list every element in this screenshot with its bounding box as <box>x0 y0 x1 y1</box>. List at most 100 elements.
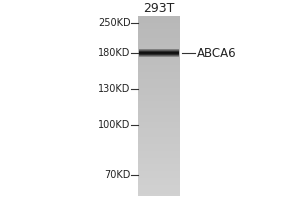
Bar <box>138 99 180 102</box>
Bar <box>138 36 180 39</box>
Bar <box>138 144 180 147</box>
Bar <box>138 119 180 122</box>
Bar <box>138 135 180 138</box>
Bar <box>139 49 179 50</box>
Bar <box>139 55 179 56</box>
Bar <box>138 61 180 64</box>
Bar <box>138 41 180 43</box>
Bar <box>138 70 180 73</box>
Bar <box>138 117 180 120</box>
Bar <box>138 142 180 145</box>
Bar <box>138 25 180 28</box>
Bar <box>138 54 180 57</box>
Bar <box>138 155 180 158</box>
Bar <box>138 128 180 131</box>
Bar <box>138 92 180 95</box>
Bar <box>138 104 180 106</box>
Text: ABCA6: ABCA6 <box>196 47 236 60</box>
Bar <box>138 74 180 77</box>
Bar <box>139 49 179 50</box>
Bar <box>138 34 180 37</box>
Text: 130KD: 130KD <box>98 84 130 94</box>
Bar <box>138 124 180 127</box>
Bar <box>138 18 180 21</box>
Bar <box>138 126 180 129</box>
Bar <box>138 16 180 19</box>
Bar <box>138 32 180 34</box>
Bar <box>139 56 179 57</box>
Bar <box>138 171 180 174</box>
Bar <box>138 72 180 75</box>
Text: 100KD: 100KD <box>98 120 130 130</box>
Bar <box>138 52 180 55</box>
Bar <box>138 47 180 50</box>
Bar <box>138 110 180 113</box>
Text: 180KD: 180KD <box>98 48 130 58</box>
Bar <box>139 49 179 50</box>
Text: 250KD: 250KD <box>98 18 130 28</box>
Bar <box>139 54 179 55</box>
Bar <box>138 59 180 61</box>
Bar <box>138 178 180 181</box>
Bar <box>139 52 179 53</box>
Bar <box>138 137 180 140</box>
Bar <box>139 53 179 54</box>
Bar <box>138 185 180 187</box>
Bar <box>138 115 180 118</box>
Bar <box>138 50 180 52</box>
Bar <box>138 162 180 165</box>
Bar <box>138 83 180 86</box>
Bar <box>139 50 179 51</box>
Bar <box>138 167 180 169</box>
Bar <box>138 194 180 196</box>
Text: 293T: 293T <box>143 2 175 15</box>
Bar <box>139 56 179 57</box>
Bar <box>138 189 180 192</box>
Bar <box>138 187 180 190</box>
Bar <box>138 101 180 104</box>
Bar <box>138 158 180 160</box>
Bar <box>138 20 180 23</box>
Bar <box>138 90 180 93</box>
Bar <box>138 169 180 172</box>
Bar <box>138 68 180 70</box>
Bar <box>138 56 180 59</box>
Bar <box>138 81 180 84</box>
Bar <box>138 65 180 68</box>
Bar <box>138 164 180 167</box>
Bar <box>138 146 180 149</box>
Bar <box>138 97 180 100</box>
Bar <box>139 51 179 52</box>
Bar <box>138 108 180 111</box>
Bar <box>138 45 180 48</box>
Bar <box>139 54 179 55</box>
Bar <box>138 149 180 151</box>
Bar <box>139 53 179 54</box>
Bar <box>138 27 180 30</box>
Bar <box>139 51 179 52</box>
Bar <box>138 122 180 124</box>
Bar <box>139 50 179 51</box>
Bar <box>138 151 180 154</box>
Bar <box>138 153 180 156</box>
Bar <box>138 176 180 178</box>
Bar <box>138 113 180 115</box>
Bar <box>138 23 180 25</box>
Bar <box>138 106 180 109</box>
Bar <box>139 53 179 54</box>
Bar <box>139 52 179 53</box>
Bar <box>138 95 180 97</box>
Bar <box>138 160 180 163</box>
Bar <box>139 55 179 56</box>
Bar <box>138 140 180 142</box>
Bar <box>138 133 180 136</box>
Bar <box>139 51 179 52</box>
Bar <box>138 63 180 66</box>
Bar <box>138 29 180 32</box>
Bar <box>138 43 180 46</box>
Bar <box>138 88 180 91</box>
Text: 70KD: 70KD <box>104 170 130 180</box>
Bar <box>138 180 180 183</box>
Bar <box>138 173 180 176</box>
Bar <box>138 79 180 82</box>
